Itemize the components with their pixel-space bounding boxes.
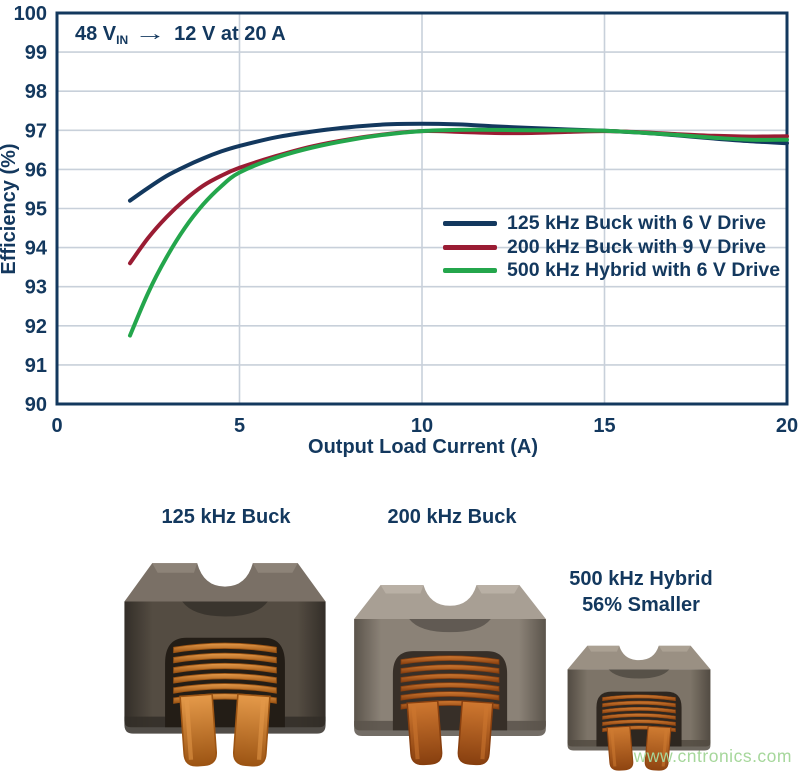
legend-line-swatch-navy (443, 221, 497, 227)
inductor-photo-125khz (118, 544, 332, 772)
y-axis-title: Efficiency (%) (0, 143, 20, 275)
plot-canvas: 90 91 92 93 94 95 96 97 98 99 100 0 5 10 15 20 (14, 3, 799, 437)
x-tick-label: 20 (776, 415, 798, 437)
series-line-hybrid-500khz (128, 127, 789, 338)
legend-item: 200 kHz Buck with 9 V Drive (443, 236, 780, 260)
y-tick-label: 96 (25, 159, 47, 181)
plot-frame (55, 11, 789, 406)
annotation-output-spec: 12 V at 20 A (174, 23, 286, 45)
y-tick-label: 90 (25, 394, 47, 416)
x-tick-label: 10 (411, 415, 433, 437)
y-tick-label: 97 (25, 120, 47, 142)
x-tick-label: 0 (51, 415, 62, 437)
caption-500khz-line2: 56% Smaller (582, 594, 700, 616)
y-tick-label: 92 (25, 316, 47, 338)
chart-legend: 125 kHz Buck with 6 V Drive 200 kHz Buck… (443, 212, 780, 283)
caption-500khz-hybrid: 500 kHz Hybrid 56% Smaller (541, 566, 741, 618)
annotation-subscript: IN (116, 33, 129, 47)
efficiency-chart: 90 91 92 93 94 95 96 97 98 99 100 0 5 10 15 20 48 V IN → 1… (0, 3, 799, 458)
y-tick-label: 94 (25, 238, 48, 260)
y-tick-label: 99 (25, 42, 47, 64)
caption-125khz-buck: 125 kHz Buck (161, 506, 291, 528)
inductor-photo-500khz (563, 634, 715, 773)
legend-label: 125 kHz Buck with 6 V Drive (507, 212, 767, 235)
legend-item: 500 kHz Hybrid with 6 V Drive (443, 259, 780, 283)
legend-item: 125 kHz Buck with 6 V Drive (443, 212, 780, 236)
x-axis-title: Output Load Current (A) (308, 436, 538, 458)
caption-200khz-buck: 200 kHz Buck (387, 506, 517, 528)
y-tick-label: 95 (25, 199, 47, 221)
legend-label: 500 kHz Hybrid with 6 V Drive (507, 259, 781, 282)
chart-annotation: 48 V IN → 12 V at 20 A (75, 23, 286, 47)
caption-500khz-line1: 500 kHz Hybrid (569, 568, 713, 590)
inductor-comparison-photo: 125 kHz Buck 200 kHz Buck 500 kHz Hybrid… (0, 470, 800, 773)
y-tick-label: 91 (25, 355, 47, 377)
y-tick-label: 100 (14, 3, 47, 25)
y-tick-label: 98 (25, 81, 47, 103)
watermark: www.cntronics.com (633, 746, 792, 766)
x-tick-label: 5 (234, 415, 245, 437)
legend-label: 200 kHz Buck with 9 V Drive (507, 235, 767, 258)
legend-line-swatch-green (443, 268, 497, 274)
x-tick-label: 15 (593, 415, 615, 437)
inductor-photo-200khz (348, 568, 552, 770)
arrow-icon: → (134, 23, 167, 45)
annotation-input-voltage: 48 V (75, 23, 117, 45)
y-tick-label: 93 (25, 277, 47, 299)
legend-line-swatch-crimson (443, 244, 497, 250)
